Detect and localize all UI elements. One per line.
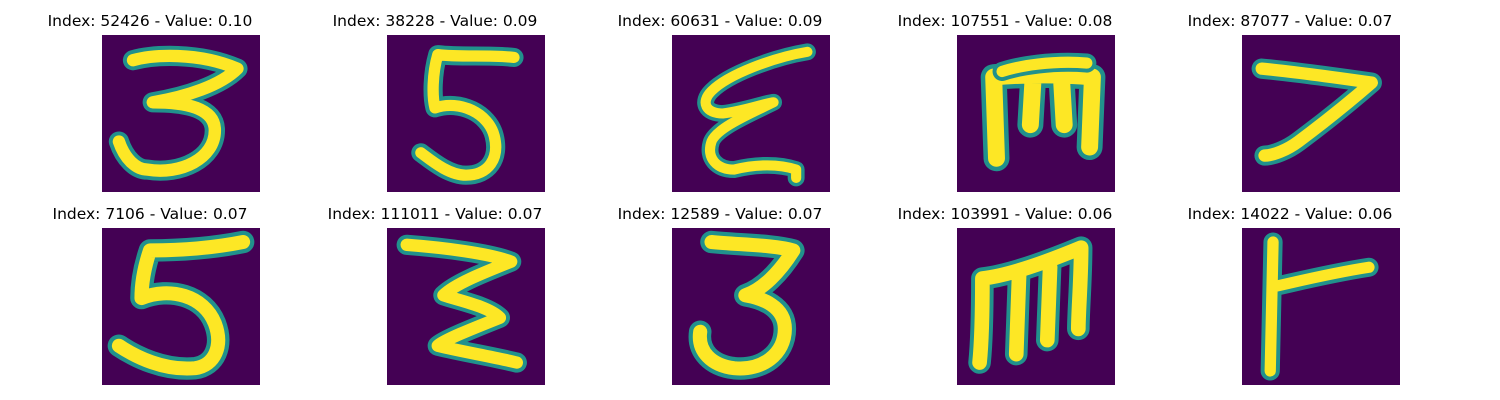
digit-thumbnail [957, 35, 1115, 192]
digit-thumbnail [672, 35, 830, 192]
panel-title: Index: 7106 - Value: 0.07 [52, 205, 248, 223]
panel-title: Index: 52426 - Value: 0.10 [47, 12, 253, 30]
panel-title: Index: 12589 - Value: 0.07 [617, 205, 823, 223]
digit-thumbnail [672, 228, 830, 385]
grid-panel: Index: 87077 - Value: 0.07 [1140, 0, 1440, 200]
digit-thumbnail [102, 35, 260, 192]
grid-panel: Index: 103991 - Value: 0.06 [855, 193, 1155, 393]
grid-panel: Index: 107551 - Value: 0.08 [855, 0, 1155, 200]
grid-panel: Index: 60631 - Value: 0.09 [570, 0, 870, 200]
digit-thumbnail [957, 228, 1115, 385]
panel-title: Index: 103991 - Value: 0.06 [897, 205, 1113, 223]
panel-title: Index: 60631 - Value: 0.09 [617, 12, 823, 30]
digit-thumbnail [387, 228, 545, 385]
digit-thumbnail [1242, 228, 1400, 385]
grid-panel: Index: 7106 - Value: 0.07 [0, 193, 300, 393]
panel-title: Index: 14022 - Value: 0.06 [1187, 205, 1393, 223]
grid-panel: Index: 52426 - Value: 0.10 [0, 0, 300, 200]
panel-title: Index: 111011 - Value: 0.07 [327, 205, 543, 223]
grid-panel: Index: 38228 - Value: 0.09 [285, 0, 585, 200]
digit-thumbnail [387, 35, 545, 192]
grid-panel: Index: 111011 - Value: 0.07 [285, 193, 585, 393]
grid-panel: Index: 14022 - Value: 0.06 [1140, 193, 1440, 393]
panel-title: Index: 38228 - Value: 0.09 [332, 12, 538, 30]
panel-title: Index: 87077 - Value: 0.07 [1187, 12, 1393, 30]
digit-thumbnail [102, 228, 260, 385]
grid-panel: Index: 12589 - Value: 0.07 [570, 193, 870, 393]
panel-title: Index: 107551 - Value: 0.08 [897, 12, 1113, 30]
digit-thumbnail [1242, 35, 1400, 192]
